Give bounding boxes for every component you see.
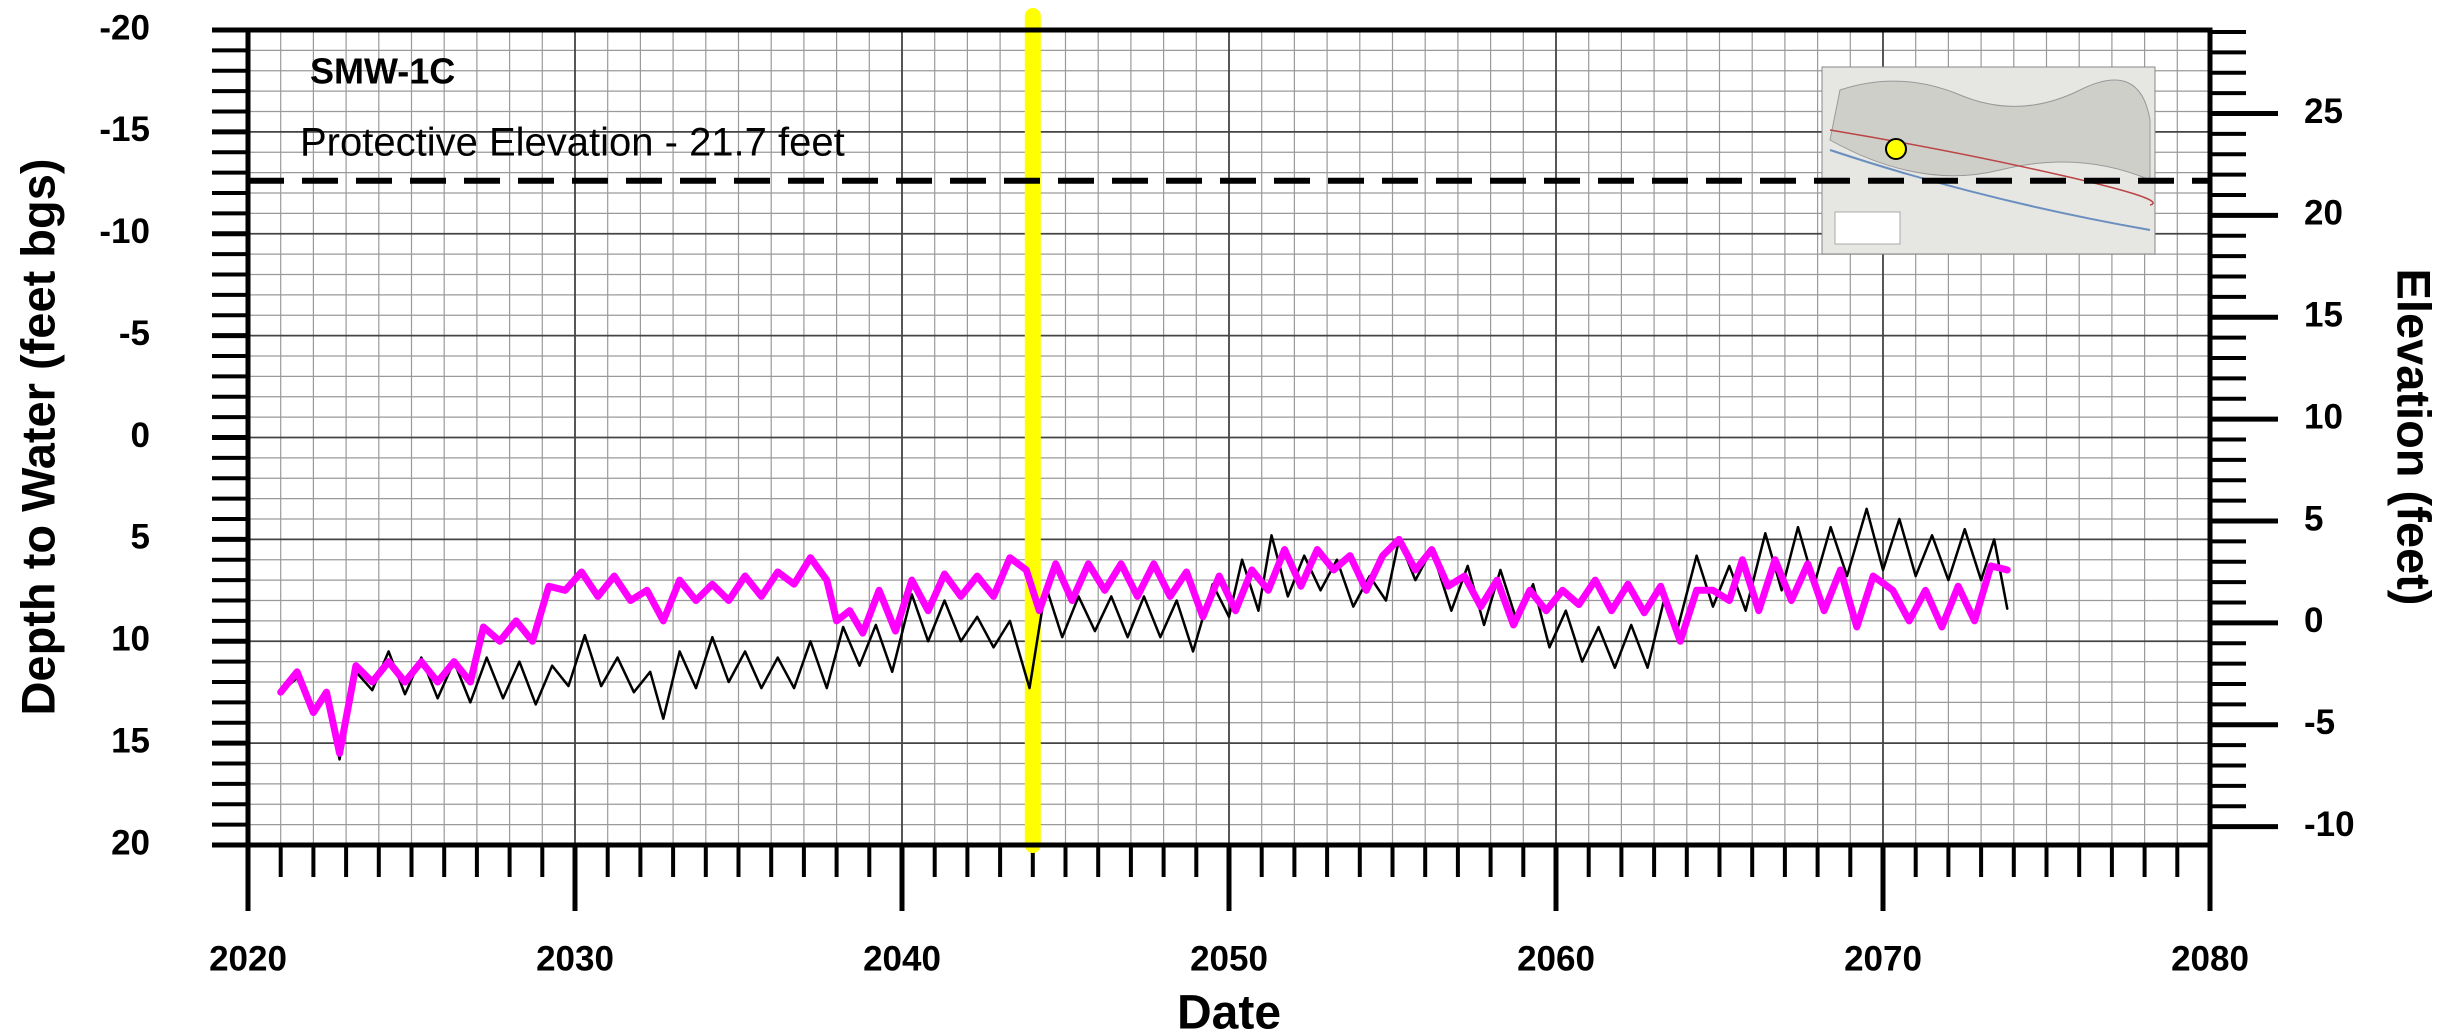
chart-title: SMW-1C <box>310 51 455 92</box>
x-tick-label: 2040 <box>863 939 941 978</box>
series-line <box>281 509 2008 760</box>
y-tick-label: -20 <box>99 8 150 47</box>
y-tick-label: 0 <box>131 416 150 455</box>
y-tick-label: 20 <box>111 823 150 862</box>
y-tick-label: -10 <box>99 212 150 251</box>
y2-tick-label: 25 <box>2304 92 2343 131</box>
y2-tick-label: -10 <box>2304 805 2355 844</box>
map-legend <box>1835 212 1900 244</box>
x-tick-label: 2080 <box>2171 939 2249 978</box>
x-axis-title: Date <box>1177 987 1281 1035</box>
chart: SMW-1C Date Depth to Water (feet bgs) El… <box>0 0 2450 1035</box>
x-tick-label: 2050 <box>1190 939 1268 978</box>
inset-map <box>1822 67 2155 254</box>
x-tick-label: 2020 <box>209 939 287 978</box>
y-tick-label: 5 <box>131 518 150 557</box>
y2-tick-label: 15 <box>2304 296 2343 335</box>
y2-tick-label: 20 <box>2304 194 2343 233</box>
y-tick-label: -15 <box>99 110 150 149</box>
x-tick-label: 2070 <box>1844 939 1922 978</box>
page: SMW-1C Date Depth to Water (feet bgs) El… <box>0 0 2450 1035</box>
y-tick-label: -5 <box>119 314 150 353</box>
protective-elevation-label: Protective Elevation - 21.7 feet <box>300 121 845 165</box>
y2-axis-title: Elevation (feet) <box>2388 269 2441 606</box>
series-line <box>281 539 2008 753</box>
y2-tick-label: 5 <box>2304 499 2323 538</box>
map-well-marker <box>1886 139 1906 159</box>
y2-tick-label: 0 <box>2304 601 2323 640</box>
y2-tick-label: -5 <box>2304 703 2335 742</box>
x-tick-label: 2060 <box>1517 939 1595 978</box>
y2-tick-label: 10 <box>2304 397 2343 436</box>
y-tick-label: 10 <box>111 620 150 659</box>
y-tick-label: 15 <box>111 721 150 760</box>
x-tick-label: 2030 <box>536 939 614 978</box>
y-axis-title: Depth to Water (feet bgs) <box>11 158 64 715</box>
